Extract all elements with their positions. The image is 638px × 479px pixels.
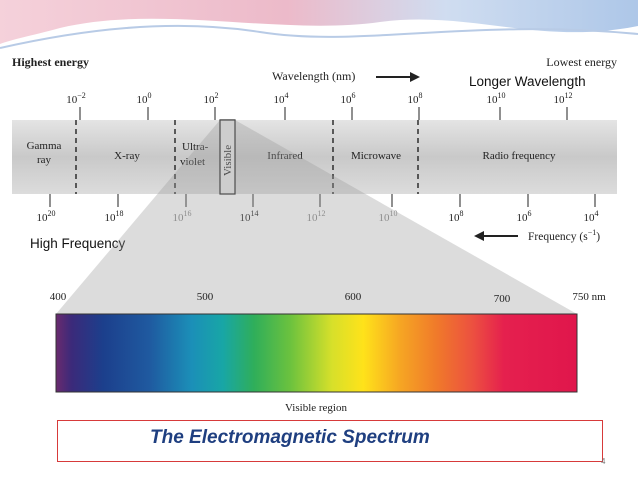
frequency-tick-base: 10 [307,212,319,224]
frequency-tick-exponent: 14 [251,209,259,218]
wavelength-tick-base: 10 [204,94,216,106]
visible-label: Visible [222,145,234,176]
slide-number: 4 [601,457,606,466]
frequency-tick-exponent: 20 [48,209,56,218]
frequency-tick-base: 10 [240,212,252,224]
xray-label: X-ray [114,150,140,162]
wavelength-tick-label: 100 [137,91,152,106]
wavelength-tick-base: 10 [274,94,286,106]
caption-title: The Electromagnetic Spectrum [150,427,430,448]
visible-tick-500: 500 [197,291,214,303]
frequency-tick-exponent: 18 [116,209,124,218]
highest-energy-label: Highest energy [12,55,89,69]
zoom-projection [56,120,577,314]
frequency-tick-label: 1016 [173,209,192,224]
wavelength-tick-exponent: 8 [419,91,423,100]
wavelength-tick-label: 104 [274,91,289,106]
caption-box: The Electromagnetic Spectrum [57,420,603,462]
visible-tick-700: 700 [494,293,511,305]
longer-wavelength-label: Longer Wavelength [469,74,586,89]
frequency-tick-base: 10 [105,212,117,224]
wavelength-tick-exponent: 6 [352,91,356,100]
wavelength-tick-exponent: 2 [215,91,219,100]
wavelength-tick-label: 102 [204,91,219,106]
frequency-label-close: ) [596,231,600,243]
band-dividers [75,120,419,194]
wavelength-tick-exponent: 10 [498,91,506,100]
frequency-tick-label: 1012 [307,209,326,224]
frequency-tick-base: 10 [37,212,49,224]
gamma-label-1: Gamma [27,140,62,152]
wavelength-arrow-icon [376,72,420,82]
frequency-tick-exponent: 12 [318,209,326,218]
wavelength-tick-base: 10 [341,94,353,106]
uv-label-1: Ultra- [182,141,209,153]
frequency-tick-label: 106 [517,209,532,224]
wavelength-tick-label: 106 [341,91,356,106]
wavelength-tick-exponent: 12 [565,91,573,100]
frequency-tick-base: 10 [379,212,391,224]
visible-tick-600: 600 [345,291,362,303]
radio-label: Radio frequency [483,150,556,162]
visible-band-box [219,119,236,195]
wavelength-tick-base: 10 [487,94,499,106]
uv-label-2: violet [180,156,205,168]
infrared-label: Infrared [267,150,303,162]
frequency-tick-label: 1018 [105,209,124,224]
frequency-arrow-icon [474,231,518,241]
visible-ticks: 400 500 600 700 750 nm [50,291,606,305]
wavelength-tick-label: 1010 [487,91,506,106]
frequency-tick-base: 10 [517,212,529,224]
frequency-tick-exponent: 8 [460,209,464,218]
wavelength-tick-base: 10 [137,94,149,106]
frequency-tick-label: 104 [584,209,599,224]
frequency-tick-exponent: 6 [528,209,532,218]
wavelength-tick-exponent: 4 [285,91,289,100]
frequency-label-exponent: −1 [588,228,597,237]
wavelength-tick-base: 10 [554,94,566,106]
frequency-tick-label: 1010 [379,209,398,224]
gamma-label-2: ray [37,154,52,166]
frequency-tick-label: 1020 [37,209,56,224]
visible-tick-750: 750 nm [572,291,606,303]
frequency-tick-label: 1014 [240,209,259,224]
wavelength-axis-label: Wavelength (nm) [272,69,355,83]
wavelength-tick-base: 10 [408,94,420,106]
visible-spectrum-bar [55,313,578,393]
visible-region-label: Visible region [285,402,347,414]
wavelength-tick-label: 10−2 [66,91,86,106]
wavelength-tick-label: 1012 [554,91,573,106]
frequency-tick-exponent: 16 [184,209,192,218]
spectrum-band [12,120,617,194]
frequency-tick-base: 10 [584,212,596,224]
wavelength-ticks: 10−2 100 102 104 106 108 1010 1012 [66,91,573,120]
frequency-tick-exponent: 4 [595,209,599,218]
wavelength-tick-exponent: 0 [148,91,152,100]
wavelength-tick-exponent: −2 [77,91,86,100]
frequency-label-text: Frequency (s [528,231,588,243]
lowest-energy-label: Lowest energy [546,55,617,69]
header-wave-line [0,24,638,49]
frequency-tick-label: 108 [449,209,464,224]
frequency-tick-base: 10 [449,212,461,224]
header-wave [0,0,638,44]
frequency-tick-exponent: 10 [390,209,398,218]
high-frequency-label: High Frequency [30,236,126,251]
wavelength-tick-base: 10 [66,94,78,106]
frequency-ticks: 1020 1018 1016 1014 1012 1010 108 106 104 [37,194,599,224]
wavelength-tick-label: 108 [408,91,423,106]
frequency-axis-label: Frequency (s−1) [528,228,600,243]
frequency-tick-base: 10 [173,212,185,224]
microwave-label: Microwave [351,150,401,162]
visible-tick-400: 400 [50,291,67,303]
